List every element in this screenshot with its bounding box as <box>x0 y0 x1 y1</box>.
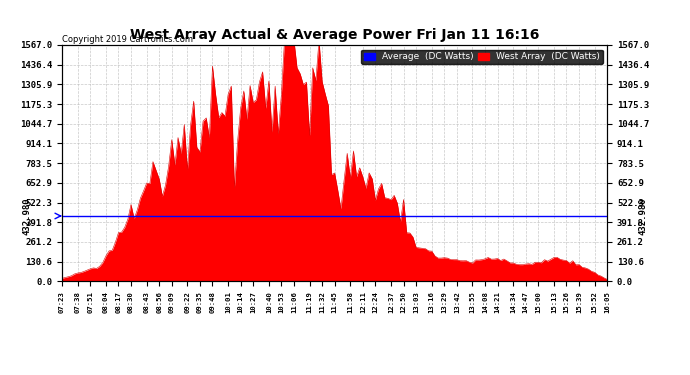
Text: 432.980: 432.980 <box>22 197 31 235</box>
Legend: Average  (DC Watts), West Array  (DC Watts): Average (DC Watts), West Array (DC Watts… <box>361 50 602 64</box>
Text: 432.980: 432.980 <box>638 197 647 235</box>
Text: Copyright 2019 Cartronics.com: Copyright 2019 Cartronics.com <box>62 35 193 44</box>
Title: West Array Actual & Average Power Fri Jan 11 16:16: West Array Actual & Average Power Fri Ja… <box>130 28 540 42</box>
